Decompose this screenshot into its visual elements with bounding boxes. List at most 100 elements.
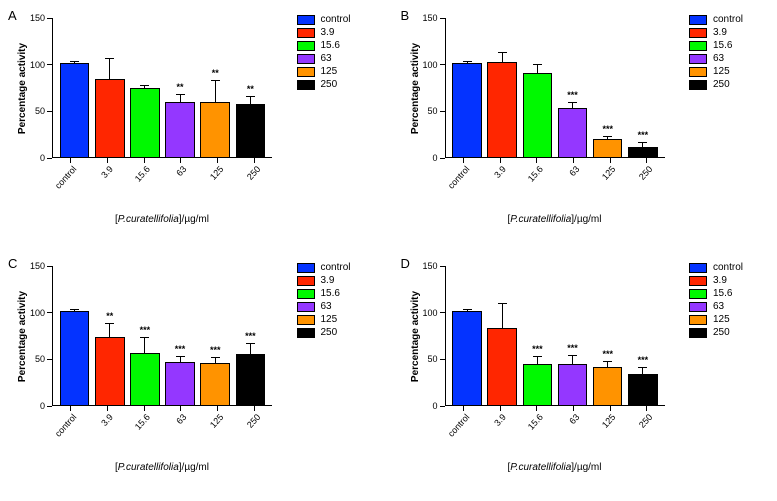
legend-item: 15.6 [689, 40, 767, 51]
y-tick-label: 50 [35, 354, 45, 364]
legend-item: 125 [689, 314, 767, 325]
panel-a: APercentage activity050100150******contr… [8, 8, 377, 244]
legend-item: 3.9 [689, 27, 767, 38]
bar-250: *** [236, 343, 266, 405]
y-ticks: 050100150 [30, 18, 52, 158]
plot-area: ********* [445, 18, 665, 158]
legend-label: 15.6 [713, 288, 732, 299]
plot-area: ************ [445, 266, 665, 406]
error-bar [215, 80, 216, 102]
legend-swatch [689, 28, 707, 38]
plot-area: ************** [52, 266, 272, 406]
x-tick-label: 125 [208, 164, 225, 182]
y-ticks: 050100150 [423, 18, 445, 158]
error-bar [144, 85, 145, 88]
bar-control [60, 309, 90, 405]
x-tick-label: control [446, 164, 472, 191]
bar-125: *** [593, 136, 623, 157]
x-tick-label: control [53, 164, 79, 191]
y-tick-label: 0 [40, 153, 45, 163]
bar-rect [487, 328, 517, 405]
legend-swatch [689, 276, 707, 286]
panel-c: CPercentage activity050100150***********… [8, 256, 377, 492]
legend: control3.915.663125250 [297, 262, 375, 340]
error-bar [572, 355, 573, 364]
bar-rect [60, 311, 90, 405]
error-bar [250, 96, 251, 103]
legend-label: control [713, 262, 743, 273]
x-tick-label: 3.9 [100, 412, 116, 428]
legend-item: 3.9 [689, 275, 767, 286]
significance-marker: ** [247, 84, 254, 94]
legend-swatch [689, 289, 707, 299]
error-bar [537, 64, 538, 73]
y-axis-label: Percentage activity [409, 266, 423, 406]
legend-swatch [689, 54, 707, 64]
error-bar [144, 337, 145, 353]
legend-label: 63 [321, 53, 332, 64]
legend-item: control [689, 262, 767, 273]
bar-control [60, 61, 90, 157]
error-bar [642, 367, 643, 374]
legend-label: 250 [713, 327, 730, 338]
y-axis-label: Percentage activity [16, 266, 30, 406]
legend-item: 250 [689, 79, 767, 90]
legend: control3.915.663125250 [297, 14, 375, 92]
error-bar [467, 309, 468, 311]
y-tick-label: 100 [422, 60, 437, 70]
legend-swatch [689, 263, 707, 273]
error-bar [250, 343, 251, 353]
bar-63: *** [558, 102, 588, 157]
legend-label: 63 [321, 301, 332, 312]
error-bar [109, 58, 110, 79]
y-tick-label: 100 [422, 308, 437, 318]
x-ticks: control3.915.663125250 [445, 158, 665, 214]
bar-250: *** [628, 142, 658, 157]
legend-item: 250 [297, 79, 375, 90]
legend-swatch [689, 80, 707, 90]
x-tick-label: 3.9 [100, 164, 116, 180]
significance-marker: *** [210, 345, 221, 355]
legend-item: 15.6 [297, 288, 375, 299]
bar-control [452, 61, 482, 157]
legend-swatch [689, 41, 707, 51]
legend: control3.915.663125250 [689, 262, 767, 340]
bar-rect [558, 108, 588, 157]
bar-3.9: ** [95, 323, 125, 405]
legend-label: 3.9 [321, 27, 335, 38]
legend-swatch [297, 80, 315, 90]
x-tick-label: 3.9 [492, 412, 508, 428]
error-bar [607, 136, 608, 140]
legend-swatch [297, 315, 315, 325]
error-bar [109, 323, 110, 337]
bar-rect [236, 104, 266, 157]
y-tick-label: 50 [427, 354, 437, 364]
legend-swatch [297, 41, 315, 51]
bar-rect [523, 73, 553, 157]
y-ticks: 050100150 [30, 266, 52, 406]
legend-item: 15.6 [297, 40, 375, 51]
y-tick-label: 0 [40, 401, 45, 411]
bar-rect [60, 63, 90, 157]
bar-rect [165, 362, 195, 405]
y-tick-label: 150 [422, 13, 437, 23]
legend-label: control [713, 14, 743, 25]
significance-marker: ** [177, 82, 184, 92]
bar-3.9 [487, 52, 517, 157]
significance-marker: *** [602, 349, 613, 359]
legend-item: 15.6 [689, 288, 767, 299]
error-bar [215, 357, 216, 363]
legend-label: 3.9 [713, 275, 727, 286]
bar-15.6: *** [130, 337, 160, 405]
bar-3.9 [487, 303, 517, 405]
significance-marker: *** [602, 124, 613, 134]
legend-item: 250 [689, 327, 767, 338]
bar-63: *** [165, 356, 195, 405]
error-bar [74, 61, 75, 63]
chart-grid: APercentage activity050100150******contr… [8, 8, 769, 492]
error-bar [607, 361, 608, 367]
x-tick-label: 63 [567, 164, 581, 178]
legend-swatch [297, 328, 315, 338]
x-axis-label: [P.curatellifolia]/µg/ml [52, 462, 272, 473]
y-axis-label: Percentage activity [409, 18, 423, 158]
